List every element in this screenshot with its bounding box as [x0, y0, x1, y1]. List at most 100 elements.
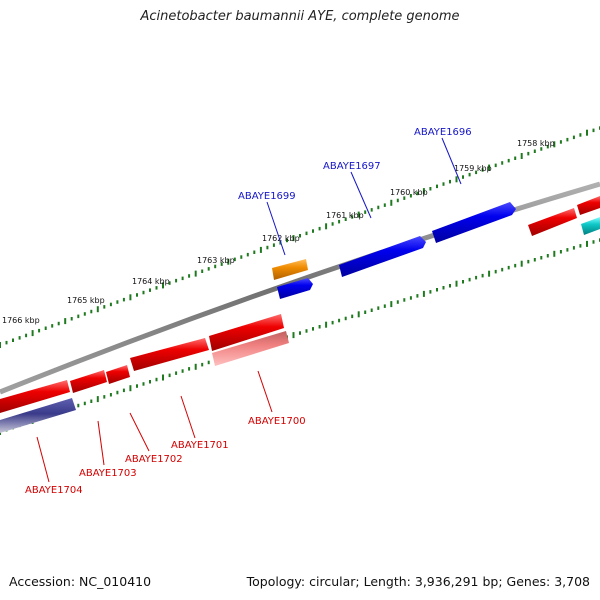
- tick-mark: [155, 286, 158, 290]
- gene-ABAYE1699[interactable]: [277, 278, 313, 299]
- tick-mark: [501, 267, 504, 272]
- scale-label: 1759 kbp: [454, 164, 492, 173]
- tick-mark: [449, 179, 451, 184]
- tick-mark: [449, 284, 451, 288]
- tick-mark: [318, 226, 321, 231]
- tick-mark: [18, 336, 21, 340]
- gene-orange-feature[interactable]: [272, 259, 308, 280]
- tick-mark: [325, 321, 328, 328]
- tick-mark: [299, 234, 301, 238]
- tick-mark: [403, 196, 406, 200]
- tick-mark: [527, 259, 530, 264]
- tick-mark: [240, 255, 243, 259]
- tick-mark: [553, 141, 556, 148]
- tick-mark: [331, 222, 334, 226]
- tick-mark: [168, 373, 171, 378]
- tick-mark: [586, 240, 588, 247]
- tick-mark: [488, 164, 491, 171]
- tick-mark: [96, 396, 99, 403]
- tick-mark: [175, 278, 178, 283]
- scale-label: 1765 kbp: [67, 296, 105, 305]
- tick-mark: [266, 245, 269, 250]
- tick-mark: [364, 310, 367, 314]
- gene-right-red-1[interactable]: [528, 208, 577, 236]
- tick-mark: [338, 318, 341, 323]
- tick-mark: [272, 243, 275, 247]
- tick-mark: [207, 267, 210, 271]
- tick-mark: [318, 325, 321, 329]
- tick-mark: [475, 170, 478, 175]
- leader-ABAYE1703: [97, 420, 105, 466]
- tick-mark: [142, 382, 145, 386]
- tick-mark: [64, 318, 67, 325]
- tick-mark: [501, 161, 504, 165]
- tick-mark: [227, 258, 230, 265]
- tick-mark: [396, 300, 399, 304]
- gene-right-cyan[interactable]: [581, 217, 600, 235]
- gene-label-ABAYE1702[interactable]: ABAYE1702: [125, 454, 183, 465]
- tick-mark: [422, 290, 425, 297]
- gene-ABAYE1700[interactable]: [209, 314, 284, 351]
- tick-marks: [0, 126, 600, 435]
- tick-mark: [90, 399, 93, 403]
- tick-mark: [436, 184, 438, 189]
- tick-mark: [409, 194, 412, 198]
- tick-mark: [520, 260, 523, 267]
- tick-mark: [246, 252, 249, 257]
- gene-ABAYE1696[interactable]: [432, 202, 516, 243]
- gene-ABAYE1702[interactable]: [106, 365, 130, 384]
- tick-mark: [455, 280, 458, 287]
- tick-mark: [129, 294, 132, 301]
- right-edge-genes: [528, 196, 600, 236]
- tick-mark: [396, 198, 399, 203]
- tick-mark: [383, 203, 386, 207]
- tick-mark: [520, 153, 523, 159]
- tick-mark: [109, 393, 112, 397]
- tick-mark: [305, 329, 308, 333]
- tick-mark: [175, 371, 178, 375]
- gene-label-ABAYE1704[interactable]: ABAYE1704: [25, 485, 83, 496]
- tick-mark: [572, 135, 575, 140]
- tick-mark: [579, 244, 582, 248]
- tick-mark: [25, 333, 28, 338]
- tick-mark: [572, 246, 575, 250]
- scale-label: 1763 kbp: [197, 256, 235, 265]
- genome-summary-text: Topology: circular; Length: 3,936,291 bp…: [246, 574, 590, 589]
- tick-mark: [455, 176, 458, 183]
- gene-label-ABAYE1703[interactable]: ABAYE1703: [79, 468, 137, 479]
- tick-mark: [344, 217, 347, 221]
- tick-mark: [514, 156, 517, 160]
- gene-label-ABAYE1699[interactable]: ABAYE1699: [238, 191, 296, 202]
- gene-pink-feature[interactable]: [212, 331, 289, 366]
- tick-mark: [162, 374, 164, 381]
- tick-mark: [533, 149, 536, 153]
- outer-tick-row: [0, 126, 600, 348]
- gene-label-ABAYE1700[interactable]: ABAYE1700: [248, 416, 306, 427]
- gene-ABAYE1703[interactable]: [70, 370, 107, 393]
- tick-mark: [214, 264, 217, 269]
- tick-mark: [442, 182, 445, 186]
- tick-mark: [194, 270, 197, 277]
- tick-mark: [181, 276, 184, 281]
- gene-label-ABAYE1697[interactable]: ABAYE1697: [323, 161, 381, 172]
- tick-mark: [136, 384, 138, 388]
- tick-mark: [162, 282, 164, 289]
- tick-mark: [514, 263, 517, 268]
- tick-mark: [122, 388, 125, 393]
- tick-mark: [292, 332, 295, 339]
- tick-mark: [286, 238, 288, 243]
- gene-ABAYE1701[interactable]: [130, 338, 209, 371]
- gene-navy-feature[interactable]: [0, 398, 76, 433]
- gene-label-ABAYE1696[interactable]: ABAYE1696: [414, 127, 472, 138]
- gene-label-ABAYE1701[interactable]: ABAYE1701: [171, 440, 229, 451]
- gene-ABAYE1704[interactable]: [0, 380, 70, 413]
- gene-ABAYE1697[interactable]: [339, 236, 426, 277]
- tick-mark: [116, 390, 119, 395]
- tick-mark: [77, 314, 80, 319]
- tick-mark: [540, 256, 543, 260]
- tick-mark: [357, 311, 360, 318]
- tick-mark: [370, 208, 373, 212]
- tick-mark: [403, 298, 406, 302]
- gene-right-red-2[interactable]: [577, 196, 600, 215]
